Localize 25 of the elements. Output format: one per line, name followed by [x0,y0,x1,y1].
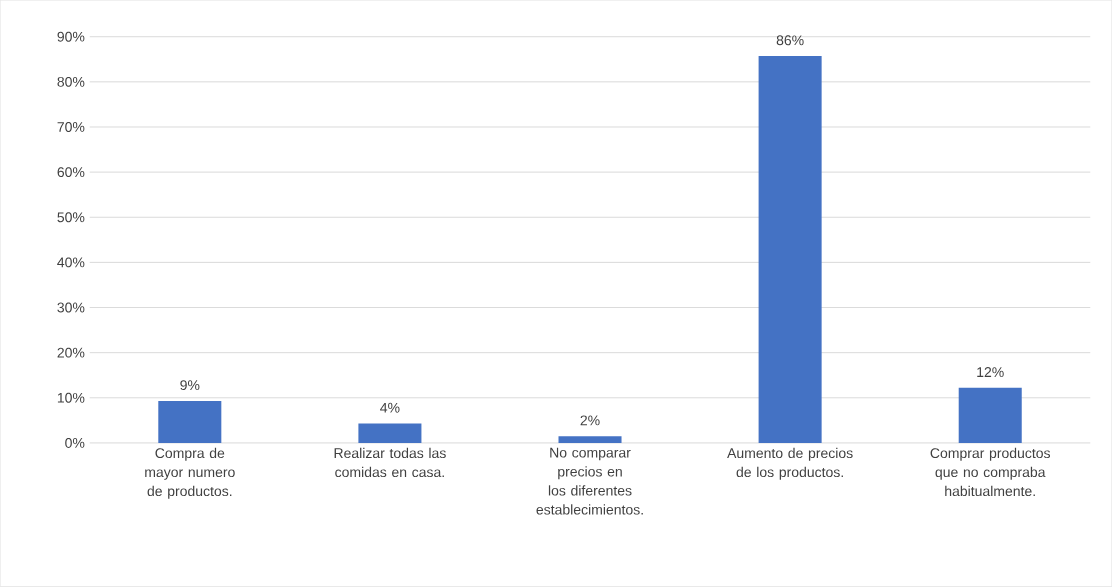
data-label: 12% [977,367,1004,378]
y-tick-label: 0% [65,438,85,449]
y-tick-label: 20% [57,347,85,358]
y-tick-label: 80% [57,77,85,87]
x-tick-label: Compra de mayor numero de productos. [145,447,235,500]
y-tick-label: 50% [57,212,85,223]
bar [158,401,222,444]
y-tick-label: 90% [57,31,85,42]
bar [958,388,1022,444]
y-tick-label: 30% [57,302,85,313]
bar [358,423,422,444]
bar [558,436,622,444]
y-tick-label: 10% [57,392,85,403]
x-tick-label: No comparar precios en los diferentes establecimientos. [536,447,643,515]
data-label: 9% [180,380,200,391]
x-tick-label: Realizar todas las comidas en casa. [334,447,446,478]
x-tick-label: Comprar productos que no compraba habitualmente. [930,447,1051,497]
y-tick-label: 60% [57,167,85,178]
data-label: 86% [776,35,804,46]
y-tick-label: 70% [57,122,85,133]
bar [758,56,822,444]
x-tick-label: Aumento de precios de los productos. [727,447,853,480]
y-tick-label: 40% [57,257,85,268]
data-label: 2% [580,415,600,426]
data-label: 4% [380,402,400,413]
